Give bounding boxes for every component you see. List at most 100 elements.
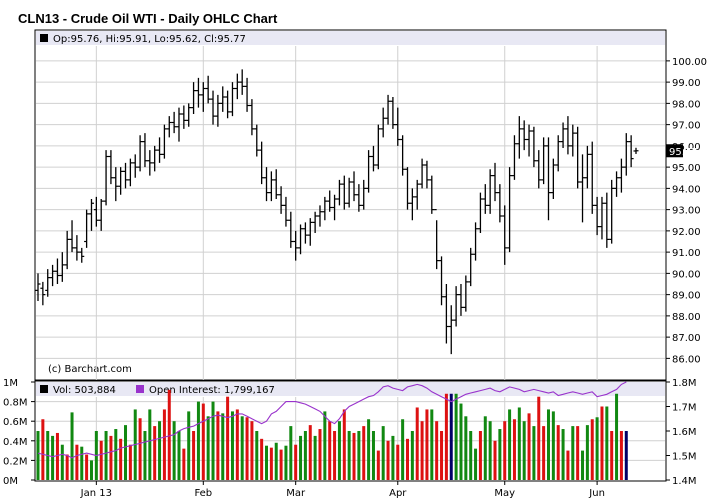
volume-bar bbox=[542, 426, 546, 480]
ohlc-bar bbox=[589, 141, 595, 214]
price-tick-label: 96.00 bbox=[672, 142, 701, 153]
volume-bar bbox=[512, 419, 516, 480]
ohlc-bar bbox=[298, 224, 304, 255]
volume-bar bbox=[615, 393, 619, 480]
volume-bar bbox=[303, 431, 307, 480]
open-interest-tick-label: 1.8M bbox=[672, 378, 697, 389]
volume-bar bbox=[342, 409, 346, 480]
ohlc-bar bbox=[580, 154, 586, 223]
ohlc-bar bbox=[633, 147, 639, 154]
volume-bar bbox=[333, 431, 337, 480]
volume-bar bbox=[138, 418, 142, 480]
x-tick-label: Jun bbox=[588, 488, 605, 499]
ohlc-bar bbox=[336, 179, 342, 206]
price-tick-label: 99.00 bbox=[672, 78, 701, 89]
volume-bar bbox=[245, 417, 249, 480]
volume-bar bbox=[167, 389, 171, 480]
ohlc-bar bbox=[64, 230, 70, 270]
open-interest-tick-label: 1.7M bbox=[672, 403, 697, 414]
volume-bar bbox=[357, 431, 361, 480]
volume-bar bbox=[260, 438, 264, 480]
volume-bar bbox=[425, 409, 429, 480]
ohlc-bar bbox=[215, 94, 221, 127]
volume-bar bbox=[396, 444, 400, 480]
volume-axis-ticks: 1M 0.8M 0.6M 0.4M 0.2M 0M bbox=[3, 378, 35, 487]
volume-bar bbox=[109, 435, 113, 480]
ohlc-bar bbox=[147, 150, 153, 176]
volume-bar bbox=[70, 412, 74, 480]
ohlc-bar bbox=[40, 281, 46, 306]
ohlc-bar bbox=[254, 124, 260, 157]
volume-bar bbox=[41, 419, 45, 480]
volume-bar bbox=[532, 426, 536, 480]
ohlc-bar bbox=[341, 175, 347, 210]
volume-bar bbox=[401, 419, 405, 480]
ohlc-bar bbox=[531, 126, 537, 168]
ohlc-bar bbox=[327, 190, 333, 212]
open-interest-tick-label: 1.6M bbox=[672, 427, 697, 438]
volume-bar bbox=[269, 447, 273, 480]
volume-bar bbox=[371, 431, 375, 480]
ohlc-bar bbox=[239, 69, 245, 95]
volume-bar bbox=[250, 421, 254, 480]
volume-bar bbox=[294, 444, 298, 480]
price-tick-label: 88.00 bbox=[672, 312, 701, 323]
ohlc-bar bbox=[332, 194, 338, 221]
ohlc-bar bbox=[604, 192, 610, 248]
price-tick-label: 91.00 bbox=[672, 248, 701, 259]
volume-tick-label: 1M bbox=[3, 378, 18, 389]
volume-bar bbox=[323, 411, 327, 480]
volume-bar bbox=[405, 438, 409, 480]
volume-bar bbox=[420, 421, 424, 480]
volume-bar bbox=[274, 442, 278, 480]
ohlc-bar bbox=[458, 284, 464, 316]
price-tick-label: 86.00 bbox=[672, 354, 701, 365]
ohlc-bar bbox=[322, 196, 328, 221]
volume-tick-label: 0.4M bbox=[3, 437, 28, 448]
volume-bar bbox=[337, 421, 341, 480]
ohlc-bar bbox=[225, 90, 231, 119]
ohlc-bar bbox=[594, 196, 600, 236]
ohlc-bar bbox=[181, 105, 187, 129]
ohlc-bar bbox=[161, 124, 167, 159]
volume-bar bbox=[36, 431, 40, 480]
open-interest-line bbox=[37, 381, 627, 459]
volume-bar bbox=[566, 450, 570, 480]
ohlc-bar bbox=[545, 137, 551, 221]
ohlc-bar bbox=[482, 184, 488, 214]
ohlc-bar bbox=[473, 222, 479, 261]
ohlc-bar bbox=[288, 211, 294, 248]
ohlc-bar bbox=[395, 107, 401, 146]
volume-bar bbox=[99, 440, 103, 480]
ohlc-bar bbox=[390, 97, 396, 129]
price-tick-label: 100.00 bbox=[672, 57, 707, 68]
ohlc-bar bbox=[157, 137, 163, 163]
ohlc-bar bbox=[468, 247, 474, 287]
ohlc-bar bbox=[171, 111, 177, 134]
volume-bar bbox=[206, 416, 210, 480]
volume-bar bbox=[201, 403, 205, 480]
open-interest-legend-square-icon bbox=[136, 385, 144, 393]
ohlc-bar bbox=[516, 116, 522, 159]
volume-bar bbox=[576, 426, 580, 480]
ohlc-bar bbox=[507, 167, 513, 253]
ohlc-bar bbox=[69, 220, 75, 253]
volume-bar bbox=[284, 445, 288, 480]
volume-bar bbox=[172, 421, 176, 480]
x-tick-label: May bbox=[494, 488, 515, 499]
volume-bar bbox=[527, 413, 531, 480]
ohlc-bar bbox=[463, 275, 469, 312]
ohlc-bar bbox=[45, 269, 51, 297]
ohlc-bar bbox=[273, 169, 279, 199]
volume-tick-label: 0.6M bbox=[3, 417, 28, 428]
volume-bar bbox=[289, 426, 293, 480]
open-interest-line-group bbox=[37, 381, 627, 459]
ohlc-bar bbox=[565, 116, 571, 155]
volume-bar bbox=[459, 403, 463, 480]
ohlc-bar bbox=[443, 284, 449, 344]
ohlc-bar bbox=[409, 188, 415, 221]
ohlc-bar bbox=[599, 196, 605, 240]
price-tick-label: 90.00 bbox=[672, 269, 701, 280]
ohlc-bar bbox=[123, 162, 129, 189]
